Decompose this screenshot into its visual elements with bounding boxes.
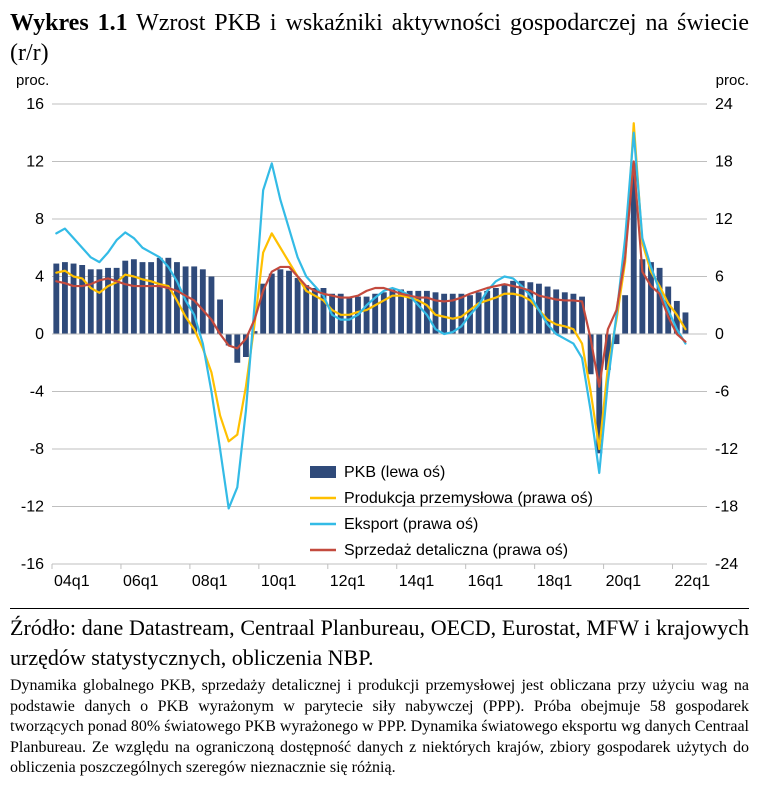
svg-text:18: 18 <box>715 154 733 171</box>
chart-title: Wykres 1.1 Wzrost PKB i wskaźniki aktywn… <box>10 8 749 68</box>
svg-text:4: 4 <box>35 269 44 286</box>
svg-text:12: 12 <box>715 211 733 228</box>
svg-text:22q1: 22q1 <box>675 573 711 590</box>
svg-text:10q1: 10q1 <box>261 573 297 590</box>
svg-text:8: 8 <box>35 211 44 228</box>
svg-text:16q1: 16q1 <box>468 573 504 590</box>
svg-text:-4: -4 <box>30 384 44 401</box>
svg-text:PKB (lewa oś): PKB (lewa oś) <box>344 464 445 481</box>
svg-text:20q1: 20q1 <box>606 573 642 590</box>
svg-text:Eksport (prawa oś): Eksport (prawa oś) <box>344 516 478 533</box>
svg-text:-6: -6 <box>715 384 729 401</box>
svg-text:Produkcja przemysłowa (prawa o: Produkcja przemysłowa (prawa oś) <box>344 490 593 507</box>
svg-text:-16: -16 <box>21 556 44 573</box>
chart-area: proc. proc. -16 -12 -8 -4 0 4 8 12 16 -24 -18 -12 -6… <box>10 72 749 602</box>
svg-text:06q1: 06q1 <box>123 573 159 590</box>
title-bold: Wykres 1.1 <box>10 10 128 36</box>
svg-text:12: 12 <box>26 154 44 171</box>
svg-text:04q1: 04q1 <box>54 573 90 590</box>
methodology-text: Dynamika globalnego PKB, sprzedaży detal… <box>10 676 749 778</box>
svg-text:16: 16 <box>26 96 44 113</box>
separator <box>10 608 749 609</box>
svg-text:18q1: 18q1 <box>537 573 573 590</box>
svg-text:0: 0 <box>715 326 724 343</box>
chart-svg: -16 -12 -8 -4 0 4 8 12 16 -24 -18 -12 -6 0 6 12 18 24 04q1… <box>10 94 749 599</box>
source-text: Źródło: dane Datastream, Centraal Planbu… <box>10 613 749 672</box>
svg-text:-12: -12 <box>21 499 44 516</box>
svg-text:-18: -18 <box>715 499 738 516</box>
unit-right: proc. <box>716 72 749 89</box>
svg-text:12q1: 12q1 <box>330 573 366 590</box>
svg-text:Sprzedaż detaliczna (prawa oś): Sprzedaż detaliczna (prawa oś) <box>344 542 568 559</box>
svg-text:0: 0 <box>35 326 44 343</box>
svg-text:08q1: 08q1 <box>192 573 228 590</box>
svg-text:-12: -12 <box>715 441 738 458</box>
svg-text:24: 24 <box>715 96 733 113</box>
svg-text:-24: -24 <box>715 556 738 573</box>
unit-left: proc. <box>16 72 49 89</box>
svg-text:14q1: 14q1 <box>399 573 435 590</box>
svg-text:6: 6 <box>715 269 724 286</box>
svg-text:-8: -8 <box>30 441 44 458</box>
